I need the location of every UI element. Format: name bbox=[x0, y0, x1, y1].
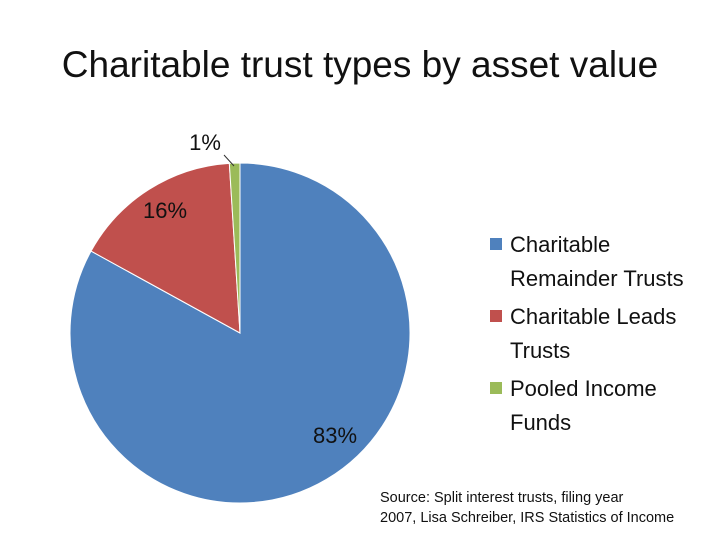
legend-item-pooled-income-funds: Pooled Income Funds bbox=[490, 372, 715, 440]
legend-label: Pooled Income Funds bbox=[510, 376, 657, 435]
leader-line bbox=[223, 154, 235, 167]
slice-charitable-remainder-trusts bbox=[69, 162, 411, 504]
legend-label: Charitable Remainder Trusts bbox=[510, 232, 684, 291]
legend-item-charitable-remainder-trusts: Charitable Remainder Trusts bbox=[490, 228, 715, 296]
legend-swatch bbox=[490, 382, 502, 394]
data-label-pooled-income-funds: 1% bbox=[189, 130, 221, 155]
legend-label: Charitable Leads Trusts bbox=[510, 304, 677, 363]
legend-swatch bbox=[490, 310, 502, 322]
data-label-charitable-remainder-trusts: 83% bbox=[313, 423, 357, 448]
legend-swatch bbox=[490, 238, 502, 250]
chart-legend: Charitable Remainder Trusts Charitable Le… bbox=[490, 228, 715, 444]
slice-charitable-leads-trusts bbox=[90, 162, 241, 334]
legend-item-charitable-leads-trusts: Charitable Leads Trusts bbox=[490, 300, 715, 368]
slice-pooled-income-funds bbox=[228, 162, 241, 334]
chart-title: Charitable trust types by asset value bbox=[61, 44, 659, 85]
data-label-charitable-leads-trusts: 16% bbox=[143, 198, 187, 223]
source-note: Source: Split interest trusts, filing ye… bbox=[380, 490, 675, 526]
